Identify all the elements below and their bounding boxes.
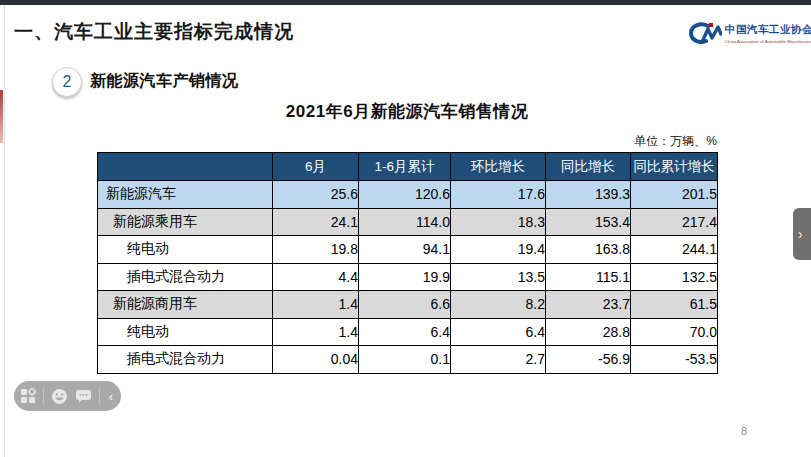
caam-logo-cn: 中国汽车工业协会 <box>725 23 809 37</box>
cell-value: 61.5 <box>631 291 718 319</box>
cell-value: 6.4 <box>359 318 451 346</box>
section-number-badge: 2 <box>52 67 82 97</box>
row-label: 纯电动 <box>98 236 273 264</box>
cell-value: 28.8 <box>546 318 631 346</box>
toolbar-divider <box>43 388 44 404</box>
toolbar-divider <box>99 388 100 404</box>
sales-table: 6月1-6月累计环比增长同比增长同比累计增长 新能源汽车25.6120.617.… <box>97 152 718 374</box>
cell-value: 1.4 <box>273 318 359 346</box>
column-header-4: 同比增长 <box>546 153 631 181</box>
red-accent-bar <box>0 90 3 143</box>
cell-value: 115.1 <box>546 263 631 291</box>
smiley-icon[interactable] <box>51 388 68 405</box>
sales-table-head: 6月1-6月累计环比增长同比增长同比累计增长 <box>98 153 718 181</box>
table-title: 2021年6月新能源汽车销售情况 <box>97 100 717 123</box>
row-label: 新能源汽车 <box>98 181 273 209</box>
column-header-5: 同比累计增长 <box>631 153 718 181</box>
row-label: 新能源商用车 <box>98 291 273 319</box>
cell-value: 18.3 <box>451 208 546 236</box>
page-number: 8 <box>741 425 747 437</box>
floating-toolbar[interactable]: ‹ <box>14 381 121 411</box>
cell-value: 120.6 <box>359 181 451 209</box>
header-row: 6月1-6月累计环比增长同比增长同比累计增长 <box>98 153 718 181</box>
sales-table-body: 新能源汽车25.6120.617.6139.3201.5新能源乘用车24.111… <box>98 181 718 374</box>
cell-value: 17.6 <box>451 181 546 209</box>
cell-value: -56.9 <box>546 346 631 374</box>
cell-value: 217.4 <box>631 208 718 236</box>
row-label: 插电式混合动力 <box>98 263 273 291</box>
row-label: 插电式混合动力 <box>98 346 273 374</box>
shapes-icon[interactable] <box>20 388 36 404</box>
table-row: 插电式混合动力0.040.12.7-56.9-53.5 <box>98 346 718 374</box>
cell-value: 0.1 <box>359 346 451 374</box>
caam-logo-text: 中国汽车工业协会 China Association of Automobile… <box>725 23 809 44</box>
cell-value: 8.2 <box>451 291 546 319</box>
caam-logo-mark-icon <box>688 22 722 48</box>
unit-label: 单位：万辆、% <box>97 133 717 150</box>
cell-value: 19.8 <box>273 236 359 264</box>
cell-value: 0.04 <box>273 346 359 374</box>
cell-value: 19.4 <box>451 236 546 264</box>
caam-logo-en: China Association of Automobile Manufact… <box>725 39 805 44</box>
column-header-0 <box>98 153 273 181</box>
table-row: 纯电动1.46.46.428.870.0 <box>98 318 718 346</box>
cell-value: 13.5 <box>451 263 546 291</box>
cell-value: 23.7 <box>546 291 631 319</box>
row-label: 新能源乘用车 <box>98 208 273 236</box>
cell-value: 6.6 <box>359 291 451 319</box>
column-header-2: 1-6月累计 <box>359 153 451 181</box>
comment-icon[interactable] <box>75 388 92 404</box>
slide-left-edge <box>4 5 5 457</box>
table-row: 纯电动19.894.119.4163.8244.1 <box>98 236 718 264</box>
cell-value: 132.5 <box>631 263 718 291</box>
cell-value: 94.1 <box>359 236 451 264</box>
column-header-1: 6月 <box>273 153 359 181</box>
cell-value: 19.9 <box>359 263 451 291</box>
section-title: 新能源汽车产销情况 <box>90 71 239 92</box>
cell-value: 153.4 <box>546 208 631 236</box>
cell-value: 163.8 <box>546 236 631 264</box>
cell-value: 114.0 <box>359 208 451 236</box>
row-label: 纯电动 <box>98 318 273 346</box>
cell-value: 6.4 <box>451 318 546 346</box>
chevron-right-icon: › <box>798 226 803 242</box>
table-row: 新能源乘用车24.1114.018.3153.4217.4 <box>98 208 718 236</box>
collapse-chevron-icon[interactable]: ‹ <box>107 390 115 403</box>
window-top-bar <box>0 0 811 5</box>
slide-canvas: 一、汽车工业主要指标完成情况 中国汽车工业协会 China Associatio… <box>0 0 811 457</box>
cell-value: 4.4 <box>273 263 359 291</box>
cell-value: 201.5 <box>631 181 718 209</box>
cell-value: -53.5 <box>631 346 718 374</box>
cell-value: 244.1 <box>631 236 718 264</box>
cell-value: 24.1 <box>273 208 359 236</box>
cell-value: 70.0 <box>631 318 718 346</box>
caam-logo: 中国汽车工业协会 China Association of Automobile… <box>688 20 806 54</box>
side-panel-tab[interactable]: › <box>793 208 811 260</box>
table-row: 新能源商用车1.46.68.223.761.5 <box>98 291 718 319</box>
cell-value: 2.7 <box>451 346 546 374</box>
cell-value: 1.4 <box>273 291 359 319</box>
cell-value: 25.6 <box>273 181 359 209</box>
page-title: 一、汽车工业主要指标完成情况 <box>14 19 294 45</box>
table-row: 新能源汽车25.6120.617.6139.3201.5 <box>98 181 718 209</box>
column-header-3: 环比增长 <box>451 153 546 181</box>
table-row: 插电式混合动力4.419.913.5115.1132.5 <box>98 263 718 291</box>
cell-value: 139.3 <box>546 181 631 209</box>
